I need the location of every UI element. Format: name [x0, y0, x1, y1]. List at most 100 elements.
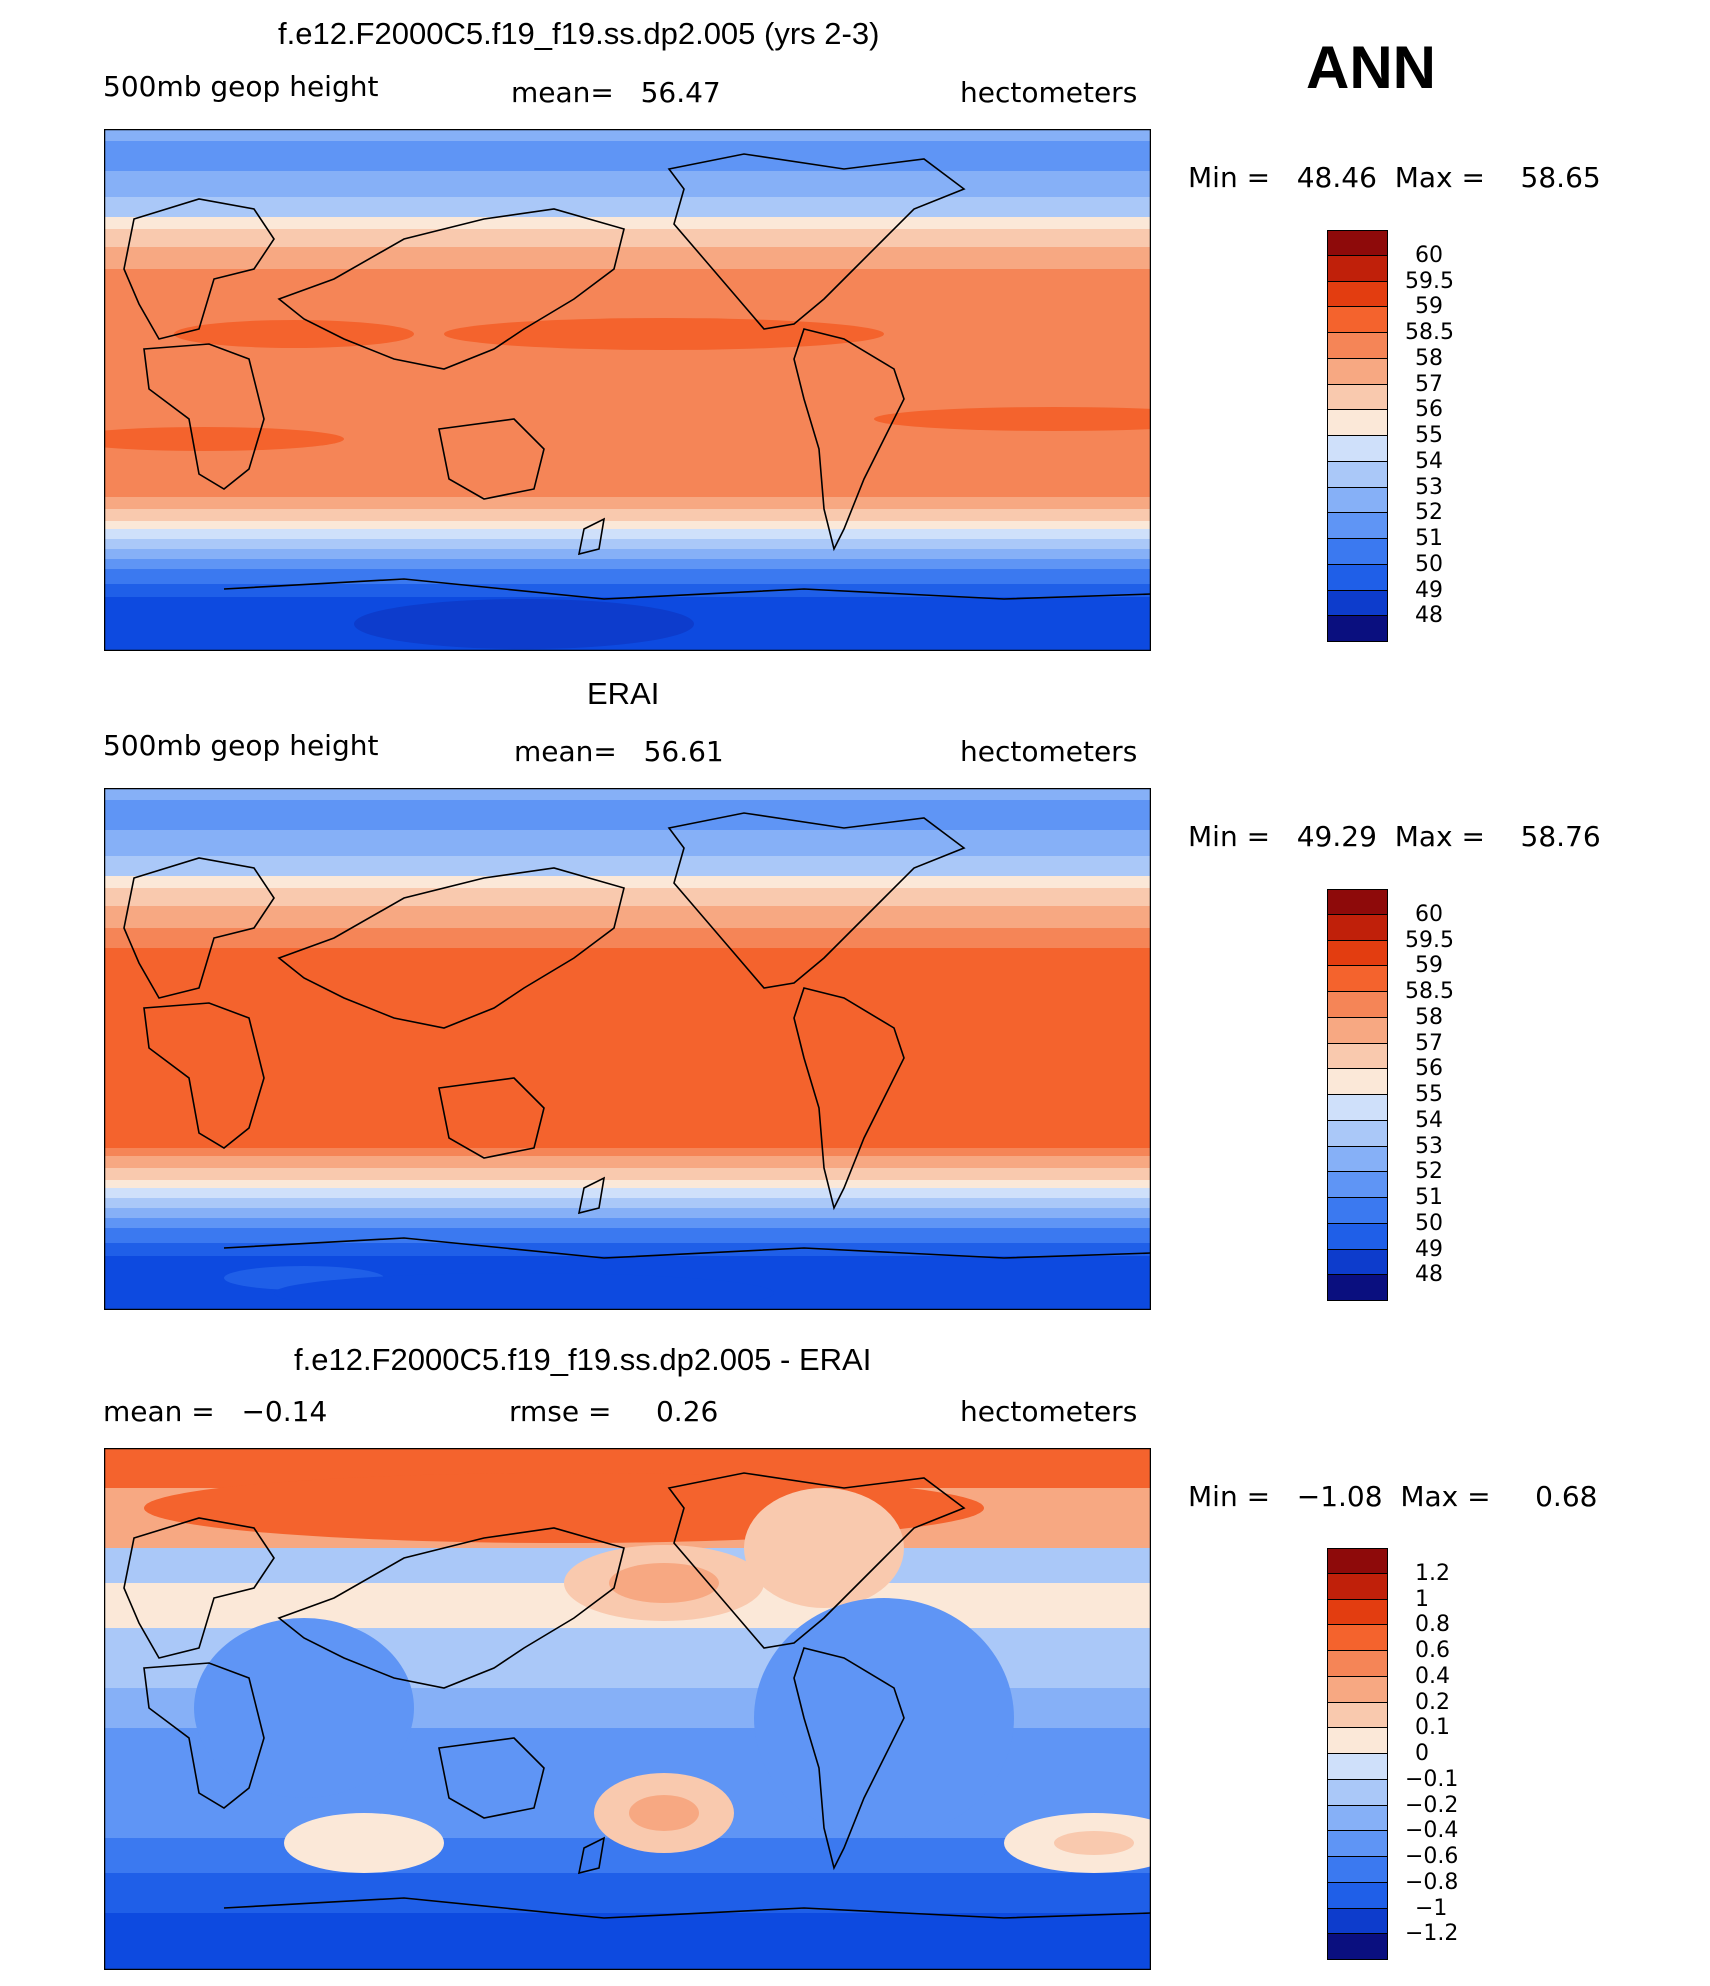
- contour-patch: [444, 318, 884, 350]
- contour-band: [104, 856, 1151, 876]
- panel-3-rmse: rmse = 0.26: [509, 1395, 719, 1428]
- colorbar-box: [1327, 1043, 1388, 1070]
- contour-band: [104, 559, 1151, 569]
- colorbar-box: [1327, 1095, 1388, 1121]
- panel-1-contour-fill: [104, 129, 1151, 651]
- contour-band: [104, 1208, 1151, 1218]
- colorbar-label: 49: [1415, 1236, 1443, 1262]
- panel-2-coastlines: [123, 812, 1151, 1259]
- colorbar-box: [1327, 616, 1388, 642]
- panel-3-coastlines: [123, 1472, 1151, 1919]
- panel-2-minmax: Min = 49.29 Max = 58.76: [1188, 820, 1601, 853]
- panel-3-title: f.e12.F2000C5.f19_f19.ss.dp2.005 - ERAI: [294, 1342, 872, 1377]
- panel-2-title: ERAI: [587, 676, 660, 711]
- contour-band: [104, 1168, 1151, 1180]
- colorbar-box: [1327, 1831, 1388, 1857]
- panel-3-mean: mean = −0.14: [103, 1395, 328, 1428]
- contour-band: [104, 788, 1151, 800]
- colorbar-label: 59: [1415, 953, 1443, 979]
- contour-band: [104, 1228, 1151, 1243]
- colorbar-label: 58: [1415, 1004, 1443, 1030]
- colorbar-box: [1327, 539, 1388, 565]
- panel-3-map: [104, 1448, 1151, 1970]
- colorbar-label: 49: [1415, 577, 1443, 603]
- colorbar-label: −0.8: [1405, 1869, 1459, 1895]
- colorbar-label: 48: [1415, 1262, 1443, 1288]
- contour-band: [104, 529, 1151, 539]
- contour-band: [104, 1873, 1151, 1913]
- contour-band: [104, 569, 1151, 584]
- colorbar-label: 53: [1415, 1133, 1443, 1159]
- contour-band: [104, 1180, 1151, 1188]
- colorbar-box: [1327, 889, 1388, 915]
- colorbar-box: [1327, 1908, 1388, 1935]
- contour-band: [104, 171, 1151, 197]
- colorbar-box: [1327, 1249, 1388, 1276]
- contour-band: [104, 906, 1151, 928]
- colorbar-box: [1327, 487, 1388, 514]
- colorbar-label: −0.6: [1405, 1844, 1459, 1869]
- colorbar-label: 0.4: [1415, 1663, 1450, 1689]
- colorbar-box: [1327, 1198, 1388, 1224]
- contour-patch: [629, 1795, 699, 1831]
- panel-1-map: [104, 129, 1151, 651]
- colorbar-box: [1327, 1146, 1388, 1173]
- colorbar-box: [1327, 1779, 1388, 1806]
- colorbar-label: 0.1: [1415, 1715, 1450, 1741]
- colorbar-label: 51: [1415, 526, 1443, 551]
- colorbar-box: [1327, 1223, 1388, 1250]
- contour-band: [104, 229, 1151, 247]
- contour-band: [104, 247, 1151, 269]
- colorbar-label: −1: [1415, 1895, 1448, 1921]
- colorbar-label: 1: [1415, 1586, 1429, 1612]
- contour-band: [104, 1913, 1151, 1970]
- colorbar-box: [1327, 590, 1388, 617]
- colorbar-label: 59.5: [1405, 927, 1454, 953]
- colorbar-box: [1327, 966, 1388, 992]
- colorbar-box: [1327, 255, 1388, 282]
- contour-band: [104, 1198, 1151, 1208]
- contour-band: [104, 197, 1151, 217]
- colorbar-label: 50: [1415, 551, 1443, 577]
- colorbar-label: −0.4: [1405, 1818, 1459, 1844]
- colorbar-label: 51: [1415, 1185, 1443, 1210]
- colorbar-box: [1327, 1625, 1388, 1651]
- contour-band: [104, 549, 1151, 559]
- panel-2-variable: 500mb geop height: [103, 729, 379, 762]
- colorbar-box: [1327, 1069, 1388, 1095]
- contour-band: [104, 497, 1151, 509]
- contour-patch: [1054, 1831, 1134, 1855]
- colorbar-label: 53: [1415, 474, 1443, 500]
- colorbar-box: [1327, 436, 1388, 462]
- contour-band: [104, 521, 1151, 529]
- panel-1-variable: 500mb geop height: [103, 70, 379, 103]
- colorbar-box: [1327, 1172, 1388, 1198]
- colorbar-label: 60: [1415, 242, 1443, 268]
- colorbar-box: [1327, 940, 1388, 967]
- contour-band: [104, 217, 1151, 229]
- colorbar-box: [1327, 564, 1388, 591]
- colorbar-box: [1327, 1754, 1388, 1780]
- colorbar-label: 55: [1415, 423, 1443, 448]
- panel-3-minmax: Min = −1.08 Max = 0.68: [1188, 1480, 1598, 1513]
- colorbar-box: [1327, 384, 1388, 411]
- colorbar-label: −0.2: [1405, 1792, 1459, 1818]
- colorbar-label: 57: [1415, 371, 1443, 397]
- panel-1-title: f.e12.F2000C5.f19_f19.ss.dp2.005 (yrs 2-…: [278, 16, 880, 51]
- colorbar-label: −1.2: [1405, 1921, 1459, 1947]
- contour-band: [104, 129, 1151, 141]
- contour-band: [104, 141, 1151, 171]
- panel-1-minmax: Min = 48.46 Max = 58.65: [1188, 161, 1601, 194]
- colorbar-label: 52: [1415, 1159, 1443, 1185]
- colorbar-box: [1327, 461, 1388, 488]
- panel-1-mean: mean= 56.47: [511, 76, 721, 109]
- colorbar-box: [1327, 914, 1388, 941]
- contour-patch: [104, 427, 344, 451]
- panel-3-colorbar: 1.2 1 0.8 0.6 0.4 0.2 0.1 0 −0.1 −0.2 −0.4 −0.6 −0.8…: [1327, 1548, 1458, 1960]
- colorbar-label: 54: [1415, 448, 1443, 474]
- panel-2-contour-fill: [104, 788, 1151, 1310]
- colorbar-label: 56: [1415, 397, 1443, 423]
- panel-3-units: hectometers: [960, 1395, 1138, 1428]
- panel-2-map: [104, 788, 1151, 1310]
- colorbar-label: 58.5: [1405, 320, 1454, 345]
